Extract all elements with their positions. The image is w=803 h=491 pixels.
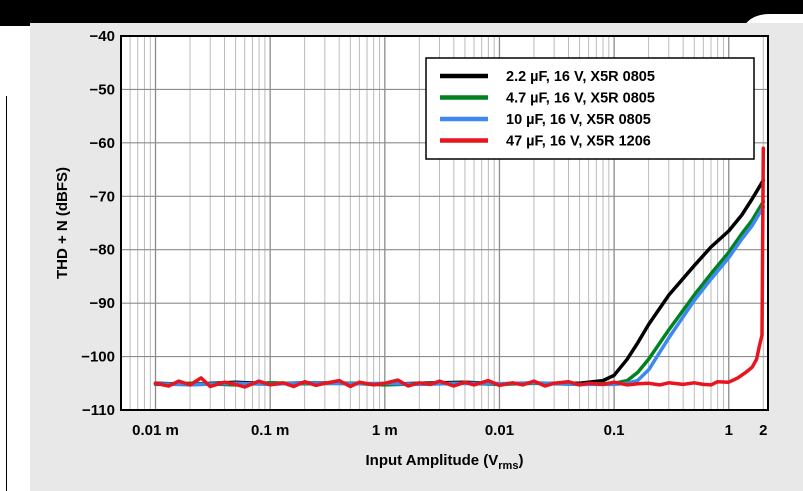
series-line-4 bbox=[153, 146, 766, 389]
x-axis-title-close: ) bbox=[518, 452, 523, 469]
x-tick-label: 0.1 bbox=[604, 422, 625, 439]
legend: 2.2 µF, 16 V, X5R 0805 4.7 µF, 16 V, X5R … bbox=[425, 57, 755, 160]
chart-panel: −40 −50 −60 −70 −80 −90 −100 −110 0.01 m 0.1 m 1 … bbox=[30, 23, 803, 491]
x-axis-title-sub: rms bbox=[498, 460, 518, 472]
series-layer bbox=[153, 146, 766, 389]
legend-label: 10 µF, 16 V, X5R 0805 bbox=[506, 112, 651, 128]
y-tick-label: −60 bbox=[90, 135, 115, 152]
y-tick-label: −50 bbox=[90, 81, 115, 98]
y-tick-label: −100 bbox=[81, 349, 115, 366]
header-banner bbox=[0, 0, 803, 26]
legend-label: 47 µF, 16 V, X5R 1206 bbox=[506, 134, 651, 150]
plot-frame bbox=[120, 35, 769, 411]
y-tick-label: −80 bbox=[90, 242, 115, 259]
margin-rule bbox=[6, 96, 7, 491]
x-tick-label: 1 m bbox=[372, 422, 398, 439]
x-tick-label: 0.1 m bbox=[251, 422, 289, 439]
x-tick-label: 0.01 m bbox=[132, 422, 179, 439]
x-tick-label: 2 bbox=[759, 422, 767, 439]
x-tick-label: 0.01 bbox=[485, 422, 514, 439]
y-tick-label: −40 bbox=[90, 28, 115, 45]
x-axis-title-main: Input Amplitude (V bbox=[366, 452, 499, 469]
y-axis-title: THD + N (dBFS) bbox=[54, 167, 71, 279]
x-axis-title: Input Amplitude (Vrms) bbox=[366, 452, 524, 472]
y-tick-label: −110 bbox=[82, 402, 115, 419]
x-tick-labels: 0.01 m 0.1 m 1 m 0.01 0.1 1 2 bbox=[132, 422, 767, 439]
y-tick-labels: −40 −50 −60 −70 −80 −90 −100 −110 bbox=[81, 28, 115, 419]
legend-label: 2.2 µF, 16 V, X5R 0805 bbox=[506, 69, 655, 85]
thd-n-chart: −40 −50 −60 −70 −80 −90 −100 −110 0.01 m 0.1 m 1 … bbox=[54, 28, 769, 472]
y-tick-label: −70 bbox=[90, 188, 115, 205]
x-tick-label: 1 bbox=[725, 422, 733, 439]
y-tick-label: −90 bbox=[90, 295, 115, 312]
legend-label: 4.7 µF, 16 V, X5R 0805 bbox=[506, 91, 655, 107]
